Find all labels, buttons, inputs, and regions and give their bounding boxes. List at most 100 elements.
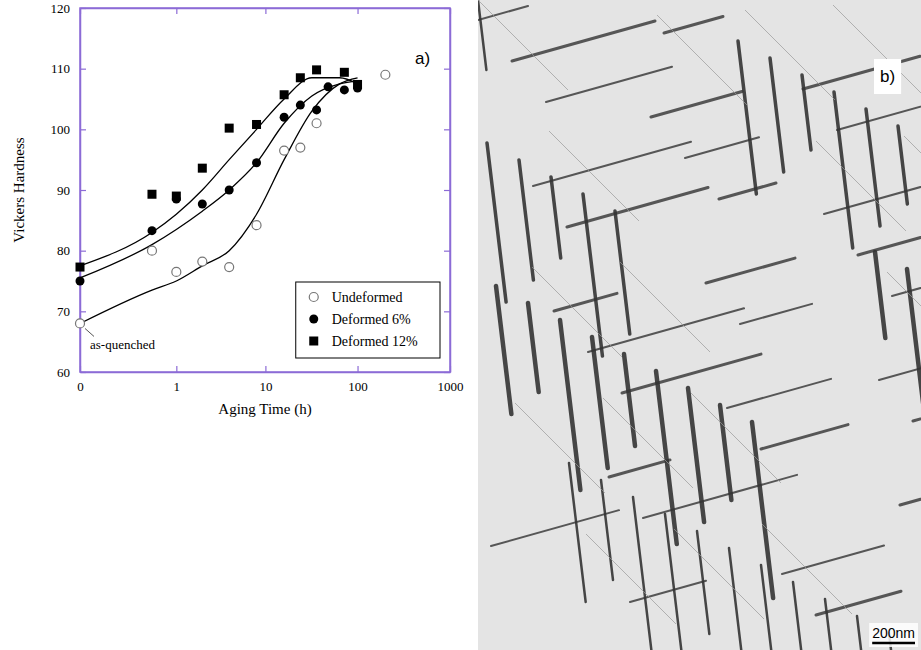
- tick: 110: [51, 61, 86, 76]
- data-point: [76, 263, 85, 272]
- x-axis: 0 1 10 100 1000: [77, 366, 463, 394]
- tick: [444, 190, 450, 191]
- streak: [824, 177, 921, 214]
- tick-label: 1: [174, 379, 181, 394]
- streak: [685, 137, 759, 158]
- data-point: [252, 221, 261, 230]
- data-point: [198, 257, 207, 266]
- streak: [729, 548, 751, 650]
- streak: [833, 5, 921, 95]
- streak: [554, 293, 617, 311]
- streak: [630, 581, 706, 602]
- tick-mark: [80, 372, 86, 373]
- streak: [770, 58, 784, 172]
- data-point: [280, 113, 289, 122]
- panel-label-group: a): [410, 45, 435, 72]
- streak: [900, 464, 921, 505]
- y-axis: 60 70 80 90 100 110 120: [51, 1, 87, 380]
- data-point: [76, 319, 85, 328]
- tick-label: 120: [51, 1, 71, 16]
- tick: 60: [57, 365, 86, 380]
- legend-box: [296, 282, 440, 358]
- streak: [546, 67, 672, 102]
- streak: [879, 344, 921, 380]
- tick-mark: [80, 8, 81, 14]
- streak: [533, 142, 691, 186]
- streak: [569, 463, 586, 602]
- tick-label: 100: [348, 379, 368, 394]
- scale-bar: [872, 642, 915, 645]
- data-point: [312, 65, 321, 74]
- streak: [691, 393, 781, 483]
- tick: 70: [57, 304, 86, 319]
- streak: [609, 460, 670, 477]
- legend-label: Deformed 6%: [332, 312, 411, 327]
- streak: [745, 10, 835, 100]
- tick-mark: [444, 311, 450, 312]
- data-point: [225, 186, 234, 195]
- streak: [803, 56, 920, 89]
- tick-label: 0: [77, 379, 84, 394]
- streak: [615, 211, 630, 334]
- streak: [603, 398, 693, 488]
- panel-label: b): [880, 67, 895, 86]
- streak: [549, 131, 639, 221]
- streak: [515, 403, 605, 493]
- tick-mark: [444, 8, 450, 9]
- tick-label: 80: [57, 243, 70, 258]
- streak: [622, 354, 761, 393]
- panel-label-bg: [410, 45, 435, 72]
- tick-mark: [265, 8, 266, 14]
- data-point: [172, 267, 181, 276]
- tick: [444, 251, 450, 252]
- tick-label: 1000: [438, 379, 464, 394]
- tick-mark: [265, 366, 266, 372]
- data-point: [312, 119, 321, 128]
- tick-mark: [444, 372, 450, 373]
- tick: [358, 8, 359, 14]
- data-point: [312, 105, 321, 114]
- streak: [866, 109, 880, 226]
- streak: [586, 534, 676, 624]
- legend-marker: [309, 315, 318, 324]
- panel-label: a): [415, 49, 430, 68]
- streak: [793, 582, 806, 650]
- streak: [761, 565, 778, 650]
- micrograph-texture: [478, 0, 921, 650]
- streak: [567, 188, 708, 227]
- data-point: [280, 90, 289, 99]
- streak: [740, 304, 812, 324]
- tick: 120: [51, 1, 87, 16]
- data-point: [198, 164, 207, 173]
- micrograph-bg: [478, 0, 921, 650]
- streak: [738, 41, 756, 194]
- tick: 90: [57, 183, 86, 198]
- tick-label: 100: [51, 122, 71, 137]
- tick-mark: [80, 69, 86, 70]
- scale-bar-bg: [869, 623, 918, 647]
- streak: [592, 337, 608, 468]
- data-point: [296, 143, 305, 152]
- tick-mark: [80, 251, 86, 252]
- data-point: [296, 101, 305, 110]
- data-point: [147, 190, 156, 199]
- tick-label: 90: [57, 183, 70, 198]
- tick-label: 10: [259, 379, 272, 394]
- data-point: [280, 146, 289, 155]
- tick: [444, 69, 450, 70]
- annotation: as-quenched: [90, 337, 155, 352]
- streak: [816, 141, 906, 231]
- legend-marker: [309, 293, 318, 302]
- legend: UndeformedDeformed 6%Deformed 12%: [296, 282, 440, 358]
- tick-mark: [80, 190, 86, 191]
- tick-mark: [444, 190, 450, 191]
- tick: [80, 8, 81, 14]
- x-axis-title: Aging Time (h): [218, 401, 311, 418]
- streak: [551, 177, 561, 258]
- tick: [444, 311, 450, 312]
- legend-label: Undeformed: [332, 290, 403, 305]
- data-point: [225, 124, 234, 133]
- x-axis-top: [81, 8, 451, 14]
- streak: [588, 308, 744, 352]
- data-point: [147, 246, 156, 255]
